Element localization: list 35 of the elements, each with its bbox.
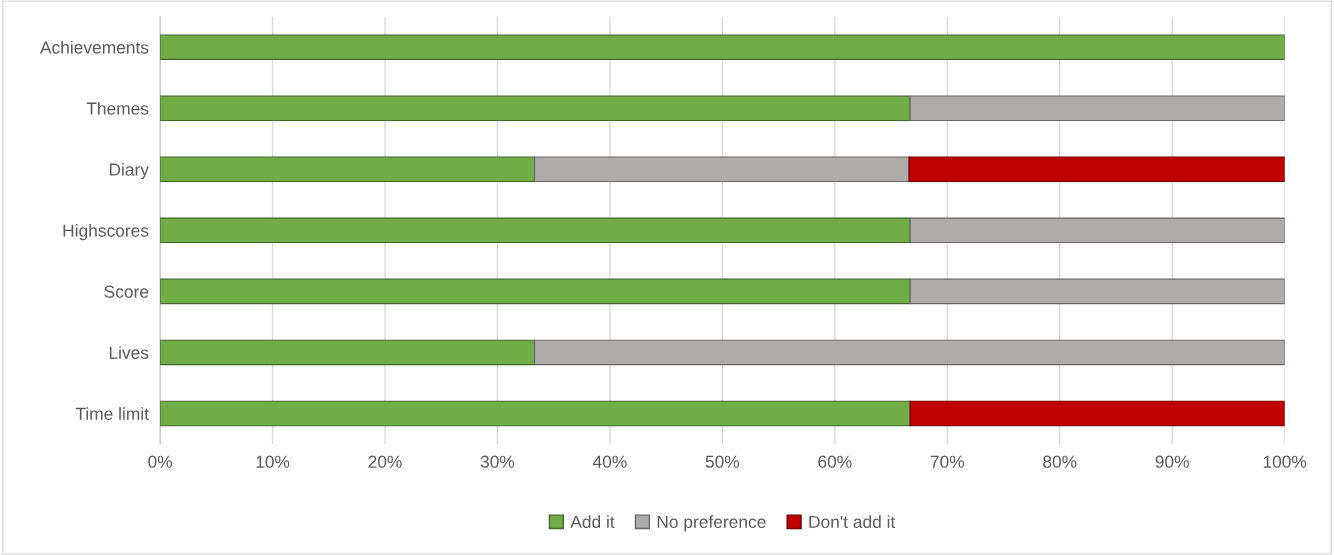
y-tick-label: Diary	[109, 162, 149, 180]
x-tick-label: 30%	[480, 455, 515, 468]
bar	[160, 217, 911, 244]
x-tick-label: 0%	[148, 455, 173, 468]
y-tick-label: Achievements	[39, 40, 149, 54]
bar	[908, 156, 1285, 183]
legend-label: Add it	[570, 515, 615, 529]
bar	[534, 339, 1285, 366]
x-tick-label: 80%	[1043, 455, 1077, 468]
y-tick-label: Highscores	[63, 224, 149, 241]
bar	[160, 156, 536, 183]
bar	[160, 400, 911, 427]
bar	[160, 339, 536, 366]
bar	[909, 217, 1285, 244]
x-tick-label: 10%	[256, 455, 290, 468]
x-tick-label: 50%	[705, 455, 740, 468]
bar	[909, 400, 1285, 427]
x-tick-label: 60%	[818, 455, 852, 468]
legend-label: Don't add it	[809, 515, 896, 529]
y-tick-label: Score	[104, 285, 149, 298]
bar	[534, 156, 910, 183]
bar	[160, 95, 911, 121]
x-tick-label: 90%	[1155, 455, 1189, 468]
y-tick-label: Themes	[86, 101, 149, 115]
x-tick-label: 20%	[368, 455, 402, 468]
x-tick-label: 40%	[592, 455, 627, 468]
x-tick-label: 100%	[1263, 455, 1307, 468]
bar	[909, 278, 1285, 305]
y-tick-label: Time limit	[75, 407, 149, 420]
bar	[160, 278, 911, 305]
legend-label: No preference	[657, 515, 766, 532]
bar	[909, 95, 1285, 121]
y-tick-label: Lives	[109, 346, 149, 359]
bar	[160, 34, 1285, 60]
x-tick-label: 70%	[930, 455, 965, 468]
